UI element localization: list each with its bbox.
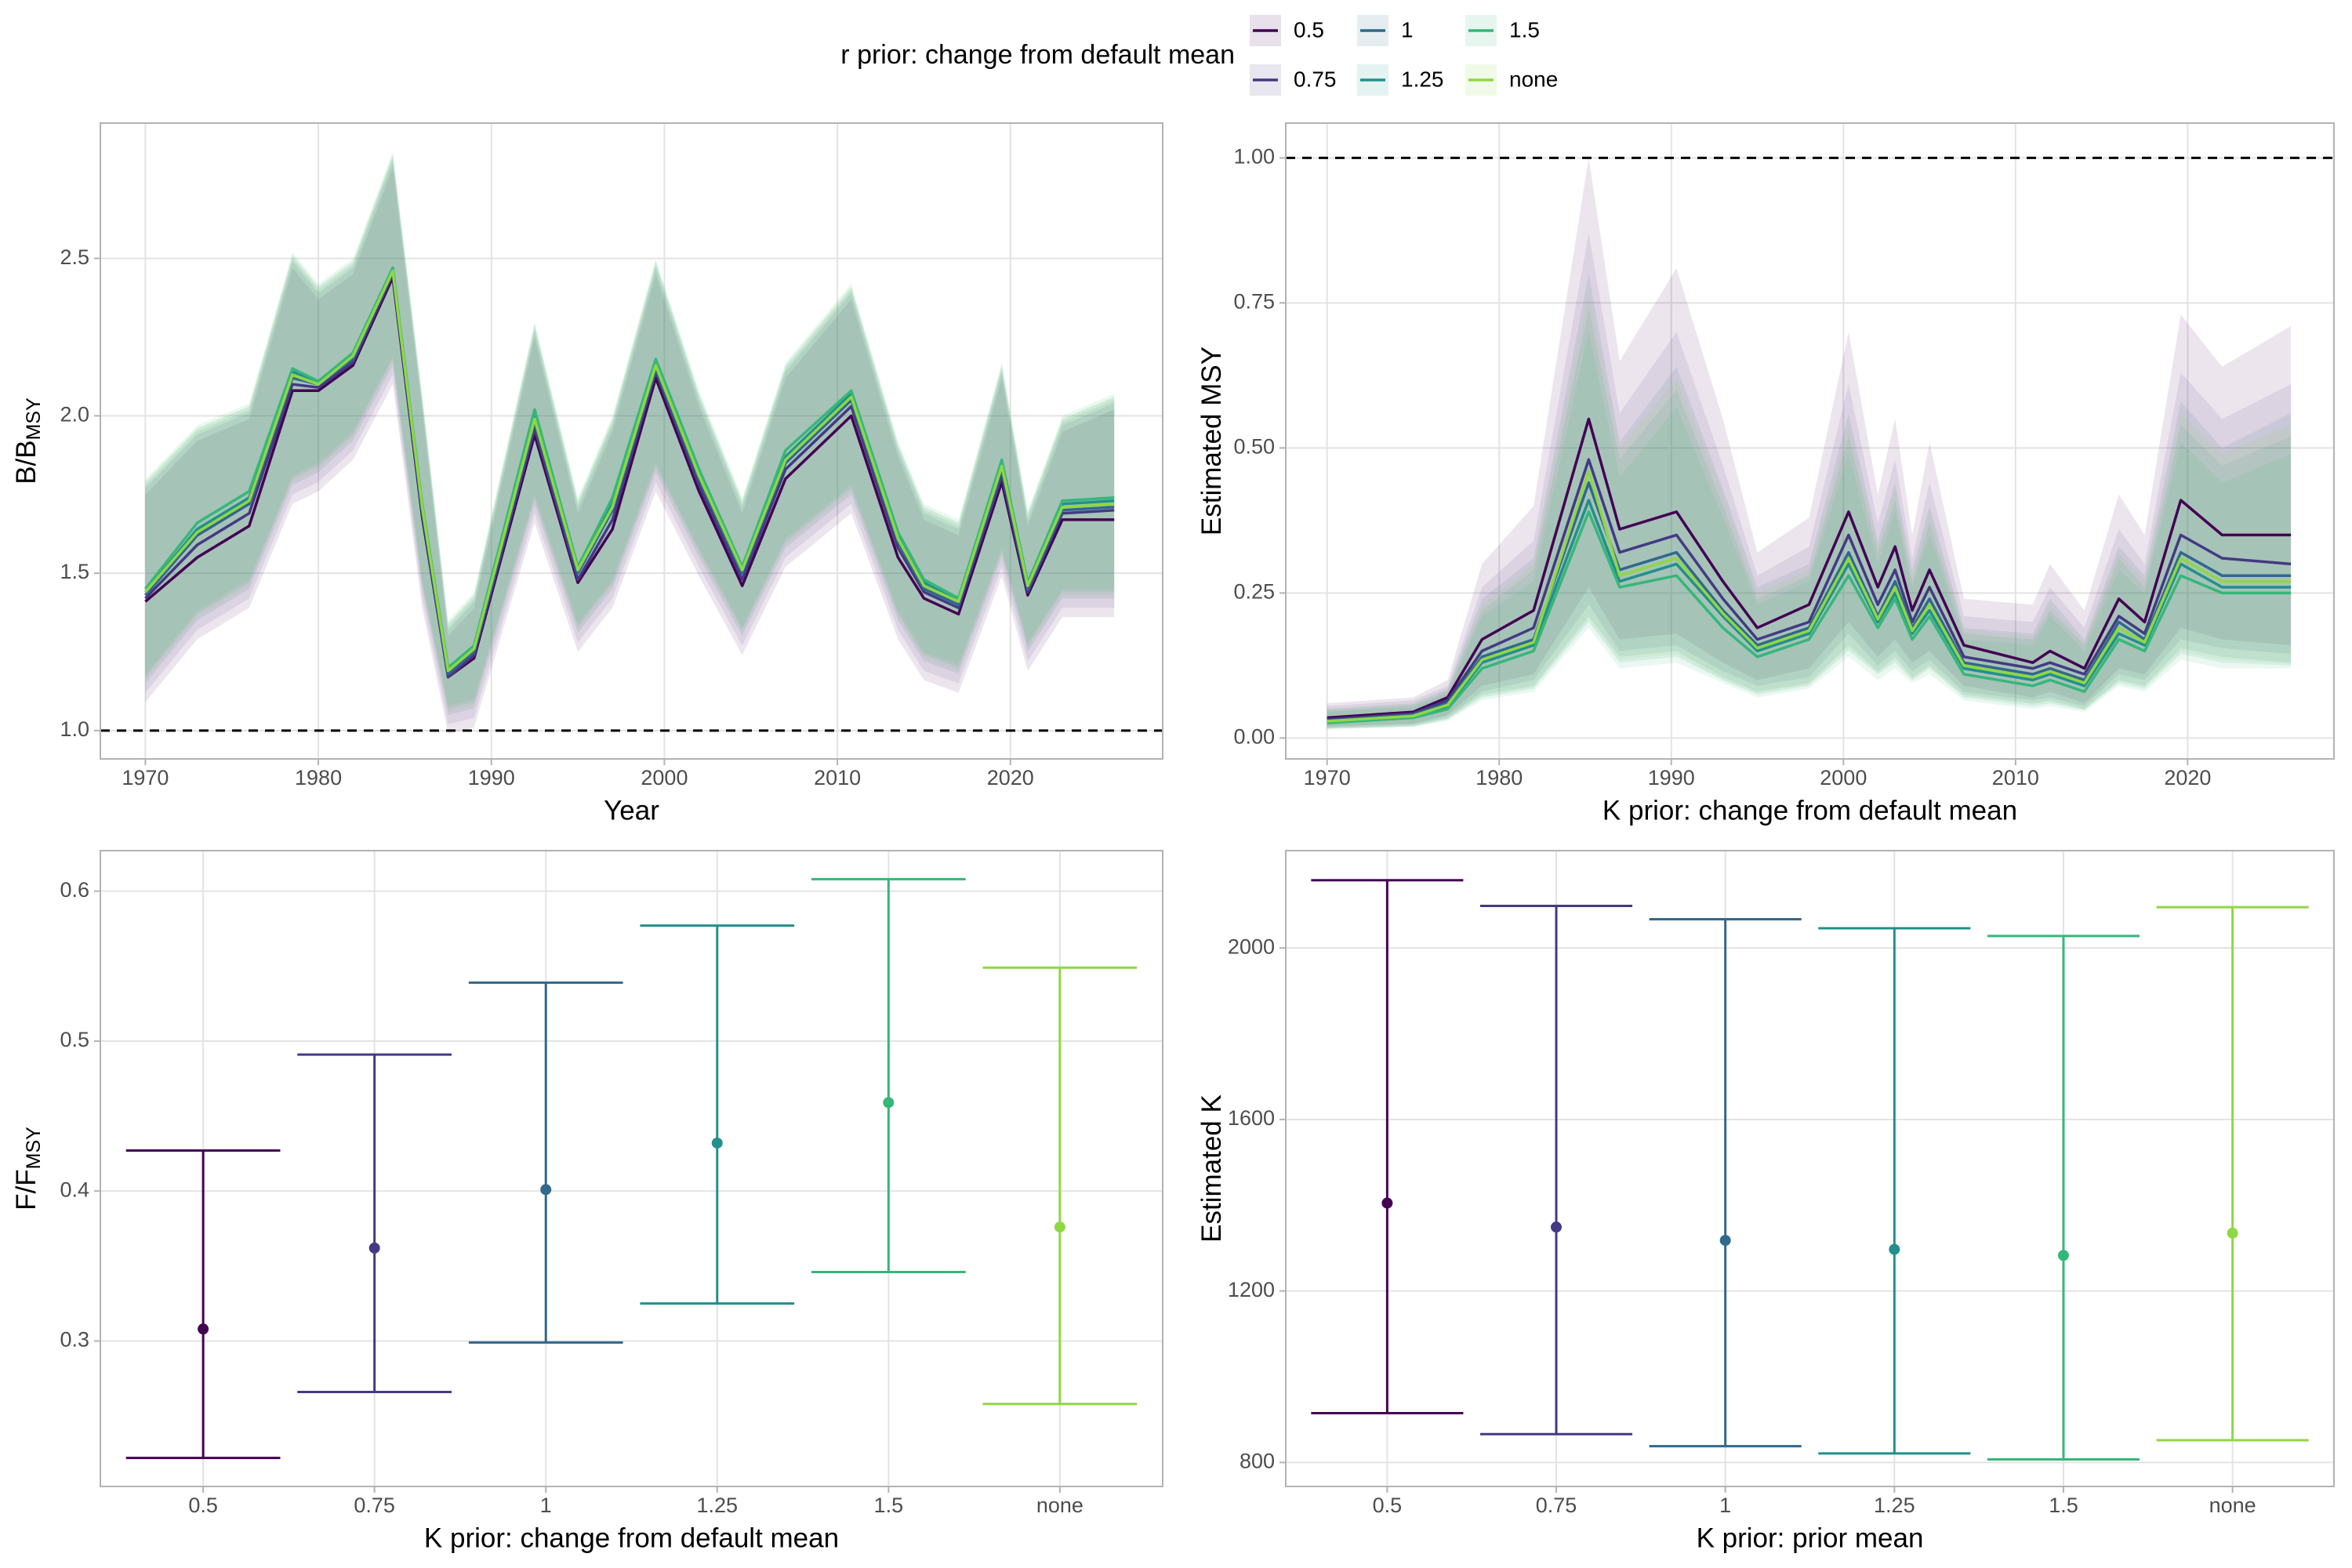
panel-border: [100, 122, 1163, 760]
series-line: [1327, 499, 2292, 724]
y-tick-label: 0.6: [60, 878, 89, 902]
x-tick-label: 0.75: [1536, 1494, 1577, 1517]
confidence-band: [145, 158, 1115, 715]
y-axis-title-main: Estimated MSY: [1196, 347, 1227, 535]
x-tick-label: 1990: [468, 766, 515, 789]
x-tick-label: 0.5: [1373, 1494, 1403, 1517]
panel-border: [1285, 122, 2335, 760]
y-axis-title-main: Estimated K: [1196, 1094, 1227, 1243]
panel-background: [1286, 123, 2334, 759]
legend-label: 1: [1401, 17, 1414, 42]
x-tick-label: 1.25: [1874, 1494, 1915, 1517]
x-tick-label: 2000: [1820, 766, 1867, 789]
series-line: [1327, 417, 2292, 720]
point: [1889, 1243, 1900, 1255]
x-tick-label: 1.25: [696, 1494, 738, 1517]
legend-label: 1.5: [1509, 17, 1540, 42]
x-tick-label: 1970: [122, 766, 169, 789]
point: [883, 1097, 895, 1109]
confidence-band: [1327, 158, 2292, 727]
y-axis-title: Estimated K: [1196, 1094, 1227, 1243]
point: [1381, 1197, 1393, 1209]
point: [198, 1323, 209, 1335]
series-line: [1327, 458, 2292, 721]
series-line: [144, 275, 1115, 679]
legend-label: 0.75: [1294, 67, 1337, 91]
y-tick-label: 0.25: [1233, 579, 1275, 603]
confidence-band: [1327, 332, 2292, 730]
confidence-band: [1327, 233, 2292, 728]
y-tick-label: 1600: [1228, 1106, 1275, 1130]
y-tick-label: 2000: [1228, 935, 1275, 958]
series-line: [144, 272, 1115, 679]
x-tick-label: none: [1036, 1494, 1083, 1517]
y-tick-label: 0.50: [1233, 435, 1275, 459]
y-tick-label: 0.4: [60, 1178, 89, 1201]
y-axis-title: F/FMSY: [11, 1127, 44, 1210]
confidence-band: [145, 154, 1115, 712]
legend-label: 1.25: [1401, 67, 1444, 91]
confidence-band: [145, 154, 1115, 709]
x-axis-title: Year: [604, 795, 659, 826]
legend-label: none: [1509, 67, 1558, 91]
x-tick-label: 2000: [641, 766, 688, 789]
panel-background: [100, 851, 1163, 1486]
panel-background: [1286, 851, 2334, 1486]
x-tick-label: 2020: [2164, 766, 2211, 789]
panel-border: [1285, 850, 2335, 1487]
x-tick-label: 1.5: [874, 1494, 904, 1517]
series-line: [144, 269, 1115, 673]
x-tick-label: 1990: [1648, 766, 1695, 789]
y-tick-label: 2.0: [60, 403, 89, 426]
y-tick-label: 1200: [1228, 1278, 1275, 1301]
x-tick-label: 1: [1719, 1494, 1731, 1517]
y-tick-label: 0.3: [60, 1328, 89, 1352]
y-axis-title-main: B/B: [11, 440, 42, 484]
x-tick-label: 2010: [1992, 766, 2039, 789]
x-axis-title: K prior: change from default mean: [424, 1523, 839, 1553]
x-tick-label: 1970: [1304, 766, 1351, 789]
y-tick-label: 1.0: [60, 717, 89, 741]
x-tick-label: 1: [540, 1494, 552, 1517]
point: [368, 1242, 380, 1254]
y-axis-title-sub: MSY: [23, 1127, 45, 1170]
confidence-band: [1327, 291, 2292, 729]
x-tick-label: none: [2209, 1494, 2256, 1517]
y-axis-title-main: F/F: [11, 1169, 42, 1210]
series-line: [1327, 470, 2292, 723]
y-axis-title: B/BMSY: [11, 397, 44, 485]
x-tick-label: 0.5: [188, 1494, 218, 1517]
x-tick-label: 0.75: [354, 1494, 395, 1517]
x-tick-label: 2010: [814, 766, 861, 789]
legend-label: 0.5: [1294, 17, 1324, 42]
x-tick-label: 1.5: [2049, 1494, 2078, 1517]
x-axis-title: K prior: change from default mean: [1602, 795, 2017, 826]
point: [2227, 1227, 2238, 1239]
y-tick-label: 800: [1240, 1450, 1275, 1473]
y-axis-title-sub: MSY: [23, 397, 45, 441]
point: [711, 1137, 723, 1149]
legend-title: r prior: change from default mean: [840, 40, 1235, 70]
y-tick-label: 0.5: [60, 1028, 89, 1051]
y-tick-label: 2.5: [60, 245, 89, 269]
y-tick-label: 1.00: [1233, 145, 1275, 169]
x-axis-title: K prior: prior mean: [1697, 1523, 1924, 1553]
x-tick-label: 1980: [295, 766, 342, 789]
series-line: [1327, 510, 2292, 724]
panel-border: [100, 850, 1163, 1487]
point: [2057, 1250, 2069, 1261]
point: [1551, 1221, 1563, 1233]
point: [1054, 1221, 1065, 1233]
point: [540, 1184, 552, 1196]
y-axis-title: Estimated MSY: [1196, 347, 1227, 535]
confidence-band: [1327, 308, 2292, 729]
y-tick-label: 1.5: [60, 560, 89, 583]
y-tick-label: 0.00: [1233, 724, 1275, 748]
point: [1719, 1235, 1731, 1247]
y-tick-label: 0.75: [1233, 290, 1275, 314]
confidence-band: [1327, 274, 2292, 728]
x-tick-label: 1980: [1475, 766, 1523, 789]
x-tick-label: 2020: [987, 766, 1034, 789]
